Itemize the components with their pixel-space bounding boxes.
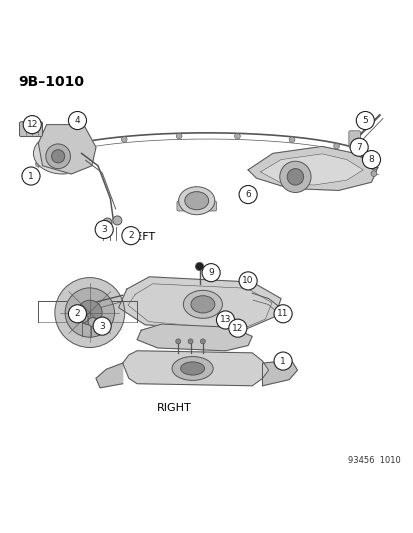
Circle shape: [95, 221, 113, 239]
Circle shape: [176, 133, 182, 139]
FancyBboxPatch shape: [348, 131, 359, 148]
Text: 6: 6: [244, 190, 250, 199]
Text: 8: 8: [368, 155, 373, 164]
Text: 9B–1010: 9B–1010: [18, 75, 84, 90]
Text: LEFT: LEFT: [130, 232, 156, 242]
Circle shape: [88, 318, 97, 327]
Circle shape: [103, 218, 112, 227]
Ellipse shape: [178, 187, 214, 215]
Text: 1: 1: [280, 357, 285, 366]
Ellipse shape: [172, 357, 213, 381]
Circle shape: [362, 152, 368, 158]
Circle shape: [76, 143, 82, 149]
Polygon shape: [122, 351, 268, 386]
Text: 9: 9: [208, 268, 214, 277]
Circle shape: [200, 339, 205, 344]
Circle shape: [46, 151, 52, 157]
Circle shape: [23, 116, 41, 134]
Circle shape: [188, 339, 192, 344]
Polygon shape: [137, 324, 252, 351]
Polygon shape: [118, 277, 280, 329]
Circle shape: [65, 288, 114, 337]
Text: 93456  1010: 93456 1010: [347, 456, 399, 465]
Circle shape: [93, 317, 111, 335]
Circle shape: [79, 313, 88, 322]
Polygon shape: [38, 125, 96, 174]
Text: 3: 3: [101, 225, 107, 234]
Circle shape: [216, 311, 234, 329]
Circle shape: [289, 137, 294, 142]
Ellipse shape: [180, 362, 204, 375]
Circle shape: [273, 305, 292, 323]
Circle shape: [361, 150, 380, 168]
Ellipse shape: [33, 133, 91, 174]
Circle shape: [113, 216, 121, 225]
Text: 4: 4: [74, 116, 80, 125]
Circle shape: [234, 133, 240, 139]
Polygon shape: [247, 147, 377, 190]
Text: 5: 5: [361, 116, 367, 125]
FancyBboxPatch shape: [19, 122, 43, 136]
Circle shape: [121, 227, 140, 245]
Ellipse shape: [190, 296, 214, 313]
Text: 1: 1: [28, 172, 34, 181]
Circle shape: [36, 161, 41, 167]
Polygon shape: [260, 154, 362, 185]
Circle shape: [228, 319, 246, 337]
Text: 12: 12: [26, 120, 38, 129]
Polygon shape: [96, 363, 122, 388]
Ellipse shape: [184, 192, 208, 210]
Circle shape: [333, 143, 339, 149]
Circle shape: [370, 158, 376, 163]
Circle shape: [287, 168, 303, 185]
Circle shape: [121, 136, 127, 142]
Circle shape: [176, 339, 180, 344]
Circle shape: [68, 111, 86, 130]
Circle shape: [22, 167, 40, 185]
Text: 3: 3: [99, 321, 105, 330]
Polygon shape: [262, 360, 297, 386]
Circle shape: [349, 138, 367, 156]
Circle shape: [273, 352, 292, 370]
Circle shape: [55, 278, 124, 348]
Circle shape: [46, 144, 70, 168]
Circle shape: [370, 164, 376, 170]
Text: 10: 10: [242, 277, 253, 285]
Circle shape: [238, 272, 256, 290]
Text: 7: 7: [356, 143, 361, 152]
Circle shape: [238, 185, 256, 204]
Text: 13: 13: [219, 316, 231, 325]
Circle shape: [77, 300, 102, 325]
Circle shape: [279, 161, 310, 192]
Ellipse shape: [183, 290, 222, 318]
FancyBboxPatch shape: [176, 201, 216, 211]
Text: 2: 2: [74, 309, 80, 318]
Circle shape: [202, 264, 220, 282]
Text: 12: 12: [232, 324, 243, 333]
Circle shape: [370, 171, 376, 176]
Circle shape: [68, 305, 86, 323]
Circle shape: [52, 150, 64, 163]
Circle shape: [356, 111, 373, 130]
Text: 11: 11: [277, 309, 288, 318]
Text: 2: 2: [128, 231, 133, 240]
Circle shape: [195, 262, 203, 271]
Text: RIGHT: RIGHT: [157, 403, 191, 414]
